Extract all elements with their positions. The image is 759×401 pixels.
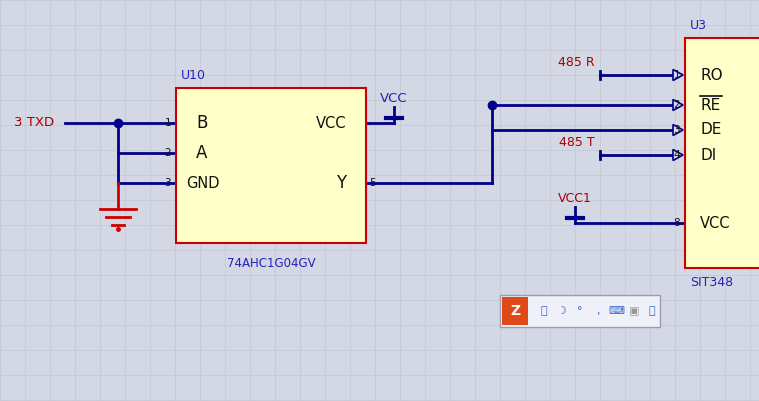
Text: RE: RE <box>700 97 720 113</box>
Text: 3 TXD: 3 TXD <box>14 117 54 130</box>
Text: 🔧: 🔧 <box>649 306 655 316</box>
Bar <box>500 295 660 327</box>
Text: RO: RO <box>700 67 723 83</box>
Text: 2: 2 <box>165 148 171 158</box>
Text: VCC: VCC <box>316 115 346 130</box>
Text: VCC: VCC <box>700 215 730 231</box>
Text: 8: 8 <box>673 218 680 228</box>
Text: 74AHC1G04GV: 74AHC1G04GV <box>227 257 315 270</box>
Text: 3: 3 <box>673 125 680 135</box>
Text: U10: U10 <box>181 69 206 82</box>
Text: DI: DI <box>700 148 716 162</box>
Bar <box>502 297 528 325</box>
Polygon shape <box>673 124 683 136</box>
Bar <box>685 38 759 268</box>
Text: 3: 3 <box>165 178 171 188</box>
Text: VCC1: VCC1 <box>558 192 592 205</box>
Text: ,: , <box>597 306 600 316</box>
Text: ⌨: ⌨ <box>608 306 624 316</box>
Text: VCC: VCC <box>380 92 408 105</box>
Text: 485 T: 485 T <box>559 136 595 149</box>
Text: Y: Y <box>336 174 346 192</box>
Text: 485 R: 485 R <box>559 56 595 69</box>
Polygon shape <box>673 150 683 160</box>
Text: 1: 1 <box>165 118 171 128</box>
Text: 4: 4 <box>673 150 680 160</box>
Text: ☽: ☽ <box>557 306 567 316</box>
Text: SIT348: SIT348 <box>690 276 733 289</box>
Polygon shape <box>673 69 683 81</box>
Bar <box>176 88 366 243</box>
Text: B: B <box>196 114 207 132</box>
Polygon shape <box>673 99 683 111</box>
Text: U3: U3 <box>690 19 707 32</box>
Text: GND: GND <box>186 176 219 190</box>
Text: 5: 5 <box>369 178 376 188</box>
Text: 2: 2 <box>673 100 680 110</box>
Text: 1: 1 <box>673 70 680 80</box>
Text: 中: 中 <box>540 306 547 316</box>
Text: °: ° <box>578 306 583 316</box>
Text: ▣: ▣ <box>628 306 639 316</box>
Text: A: A <box>196 144 207 162</box>
Text: DE: DE <box>700 122 721 138</box>
Text: Z: Z <box>510 304 520 318</box>
